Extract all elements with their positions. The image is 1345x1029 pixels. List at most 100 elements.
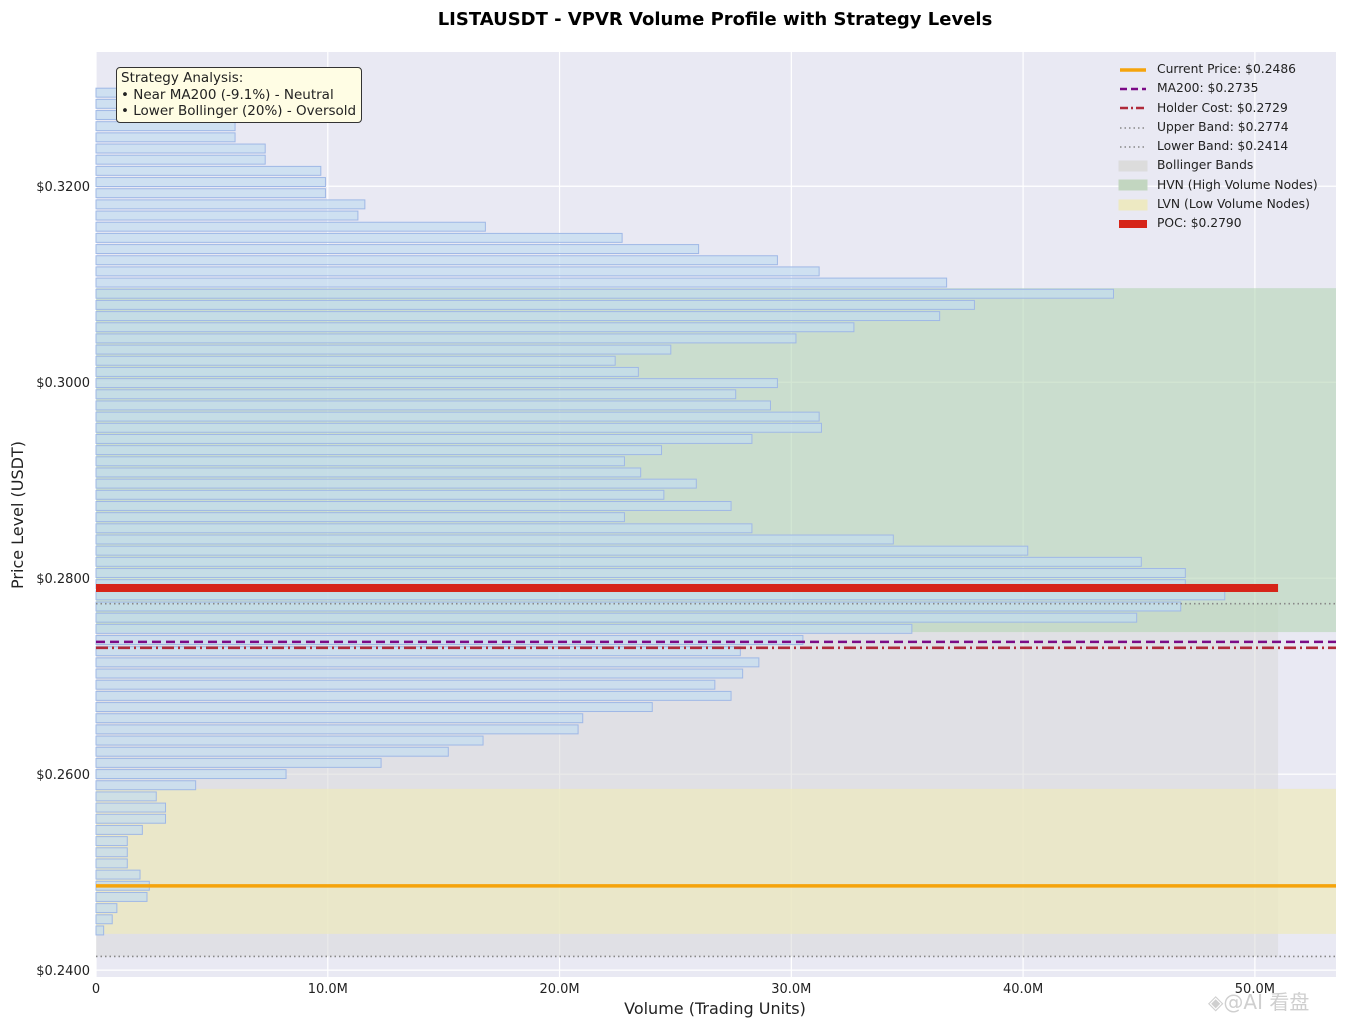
- x-tick-label: 50.0M: [1235, 982, 1275, 997]
- volume-bar: [95, 668, 744, 679]
- volume-bar: [95, 199, 366, 210]
- volume-bar: [95, 757, 382, 768]
- x-axis-ticks: 0 10.0M 20.0M 30.0M 40.0M 50.0M: [92, 982, 1275, 997]
- volume-bar: [95, 411, 820, 422]
- x-tick-label: 30.0M: [771, 982, 811, 997]
- volume-bar: [95, 824, 143, 835]
- legend-label: Current Price: $0.2486: [1157, 62, 1296, 76]
- volume-bar: [95, 545, 1029, 556]
- volume-bar: [95, 891, 148, 902]
- y-tick-label: $0.2400: [36, 964, 90, 979]
- volume-bar: [95, 512, 625, 523]
- lvn-zone: [96, 788, 1336, 934]
- x-axis-label: Volume (Trading Units): [624, 999, 806, 1018]
- volume-bar: [95, 221, 486, 232]
- legend-item: MA200: $0.2735: [1118, 79, 1318, 98]
- volume-bar: [95, 288, 1114, 299]
- annotation-line: • Near MA200 (-9.1%) - Neutral: [121, 86, 334, 103]
- volume-bar: [95, 188, 326, 199]
- watermark: ◈@AI 看盘: [1208, 990, 1310, 1014]
- volume-bar: [95, 456, 625, 467]
- volume-bar: [95, 635, 804, 645]
- volume-bar: [95, 121, 236, 132]
- volume-bar: [95, 925, 105, 936]
- thick-bar-swatch: [1119, 220, 1147, 229]
- patch-swatch: [1118, 160, 1148, 172]
- poc-bar: [96, 583, 1279, 592]
- volume-bar: [95, 724, 579, 735]
- legend-item: Holder Cost: $0.2729: [1118, 99, 1318, 118]
- volume-bar: [95, 769, 287, 780]
- y-tick-label: $0.2800: [36, 572, 90, 587]
- volume-bar: [95, 713, 584, 724]
- volume-bars: [95, 87, 1226, 936]
- volume-bar: [95, 389, 737, 400]
- dashdot-line-swatch: [1120, 107, 1146, 110]
- dotted-line-swatch: [1120, 146, 1146, 148]
- volume-bar: [95, 478, 697, 489]
- volume-bar: [95, 165, 322, 176]
- volume-bar: [95, 311, 941, 322]
- solid-line-swatch: [1120, 67, 1146, 72]
- y-tick-label: $0.3200: [36, 180, 90, 195]
- level-lines: [96, 583, 1336, 958]
- y-tick-label: $0.3000: [36, 376, 90, 391]
- volume-bar: [95, 657, 760, 668]
- volume-bar: [95, 244, 700, 255]
- volume-bar: [95, 858, 128, 869]
- volume-bar: [95, 679, 716, 690]
- volume-bar: [95, 556, 1142, 567]
- x-tick-label: 0: [92, 982, 100, 997]
- legend-item: Upper Band: $0.2774: [1118, 118, 1318, 137]
- volume-bar: [95, 154, 266, 165]
- volume-bar: [95, 333, 797, 344]
- volume-bar: [95, 836, 128, 847]
- legend-swatch: [1119, 220, 1147, 229]
- volume-bar: [95, 501, 732, 511]
- y-axis-ticks: $0.2400 $0.2600 $0.2800 $0.3000 $0.3200: [36, 180, 90, 979]
- volume-bar: [95, 355, 616, 366]
- volume-bar: [95, 612, 1138, 623]
- patch-swatch: [1118, 179, 1148, 191]
- legend-swatch: [1118, 199, 1148, 211]
- volume-bar: [95, 87, 118, 98]
- volume-bar: [95, 847, 128, 858]
- legend-label: Lower Band: $0.2414: [1157, 139, 1289, 154]
- chart-title: LISTAUSDT - VPVR Volume Profile with Str…: [438, 9, 993, 30]
- legend-item: POC: $0.2790: [1118, 214, 1318, 233]
- legend-swatch: [1118, 160, 1148, 172]
- volume-bar: [95, 143, 266, 154]
- legend-label: Holder Cost: $0.2729: [1157, 100, 1288, 115]
- volume-bar: [95, 422, 822, 433]
- volume-bar: [95, 903, 118, 914]
- volume-bar: [95, 433, 753, 444]
- volume-bar: [95, 568, 1186, 578]
- strategy-analysis-box: Strategy Analysis: • Near MA200 (-9.1%) …: [116, 67, 363, 123]
- legend-item: Lower Band: $0.2414: [1118, 137, 1318, 156]
- volume-bar: [95, 177, 326, 187]
- volume-bar: [95, 277, 948, 288]
- volume-bar: [95, 445, 663, 456]
- volume-bar: [95, 299, 975, 310]
- volume-bar: [95, 601, 1182, 612]
- x-tick-label: 40.0M: [1003, 982, 1043, 997]
- legend-label: LVN (Low Volume Nodes): [1157, 197, 1310, 212]
- legend-label: HVN (High Volume Nodes): [1157, 177, 1318, 192]
- volume-bar: [95, 534, 894, 545]
- volume-bar: [95, 344, 672, 355]
- legend-label: Upper Band: $0.2774: [1157, 119, 1289, 134]
- dashed-line-swatch: [1120, 87, 1146, 91]
- volume-bar: [95, 489, 665, 500]
- legend: Current Price: $0.2486 MA200: $0.2735 Hold…: [1118, 60, 1318, 234]
- volume-bar: [95, 467, 642, 478]
- volume-bar: [95, 623, 913, 634]
- volume-bar: [95, 266, 820, 277]
- volume-bar: [95, 690, 732, 701]
- dotted-line-swatch: [1120, 126, 1146, 129]
- volume-bar: [95, 702, 653, 713]
- volume-bar: [95, 590, 1226, 601]
- volume-bar: [95, 322, 855, 333]
- volume-bar: [95, 914, 113, 925]
- volume-bar: [95, 400, 771, 411]
